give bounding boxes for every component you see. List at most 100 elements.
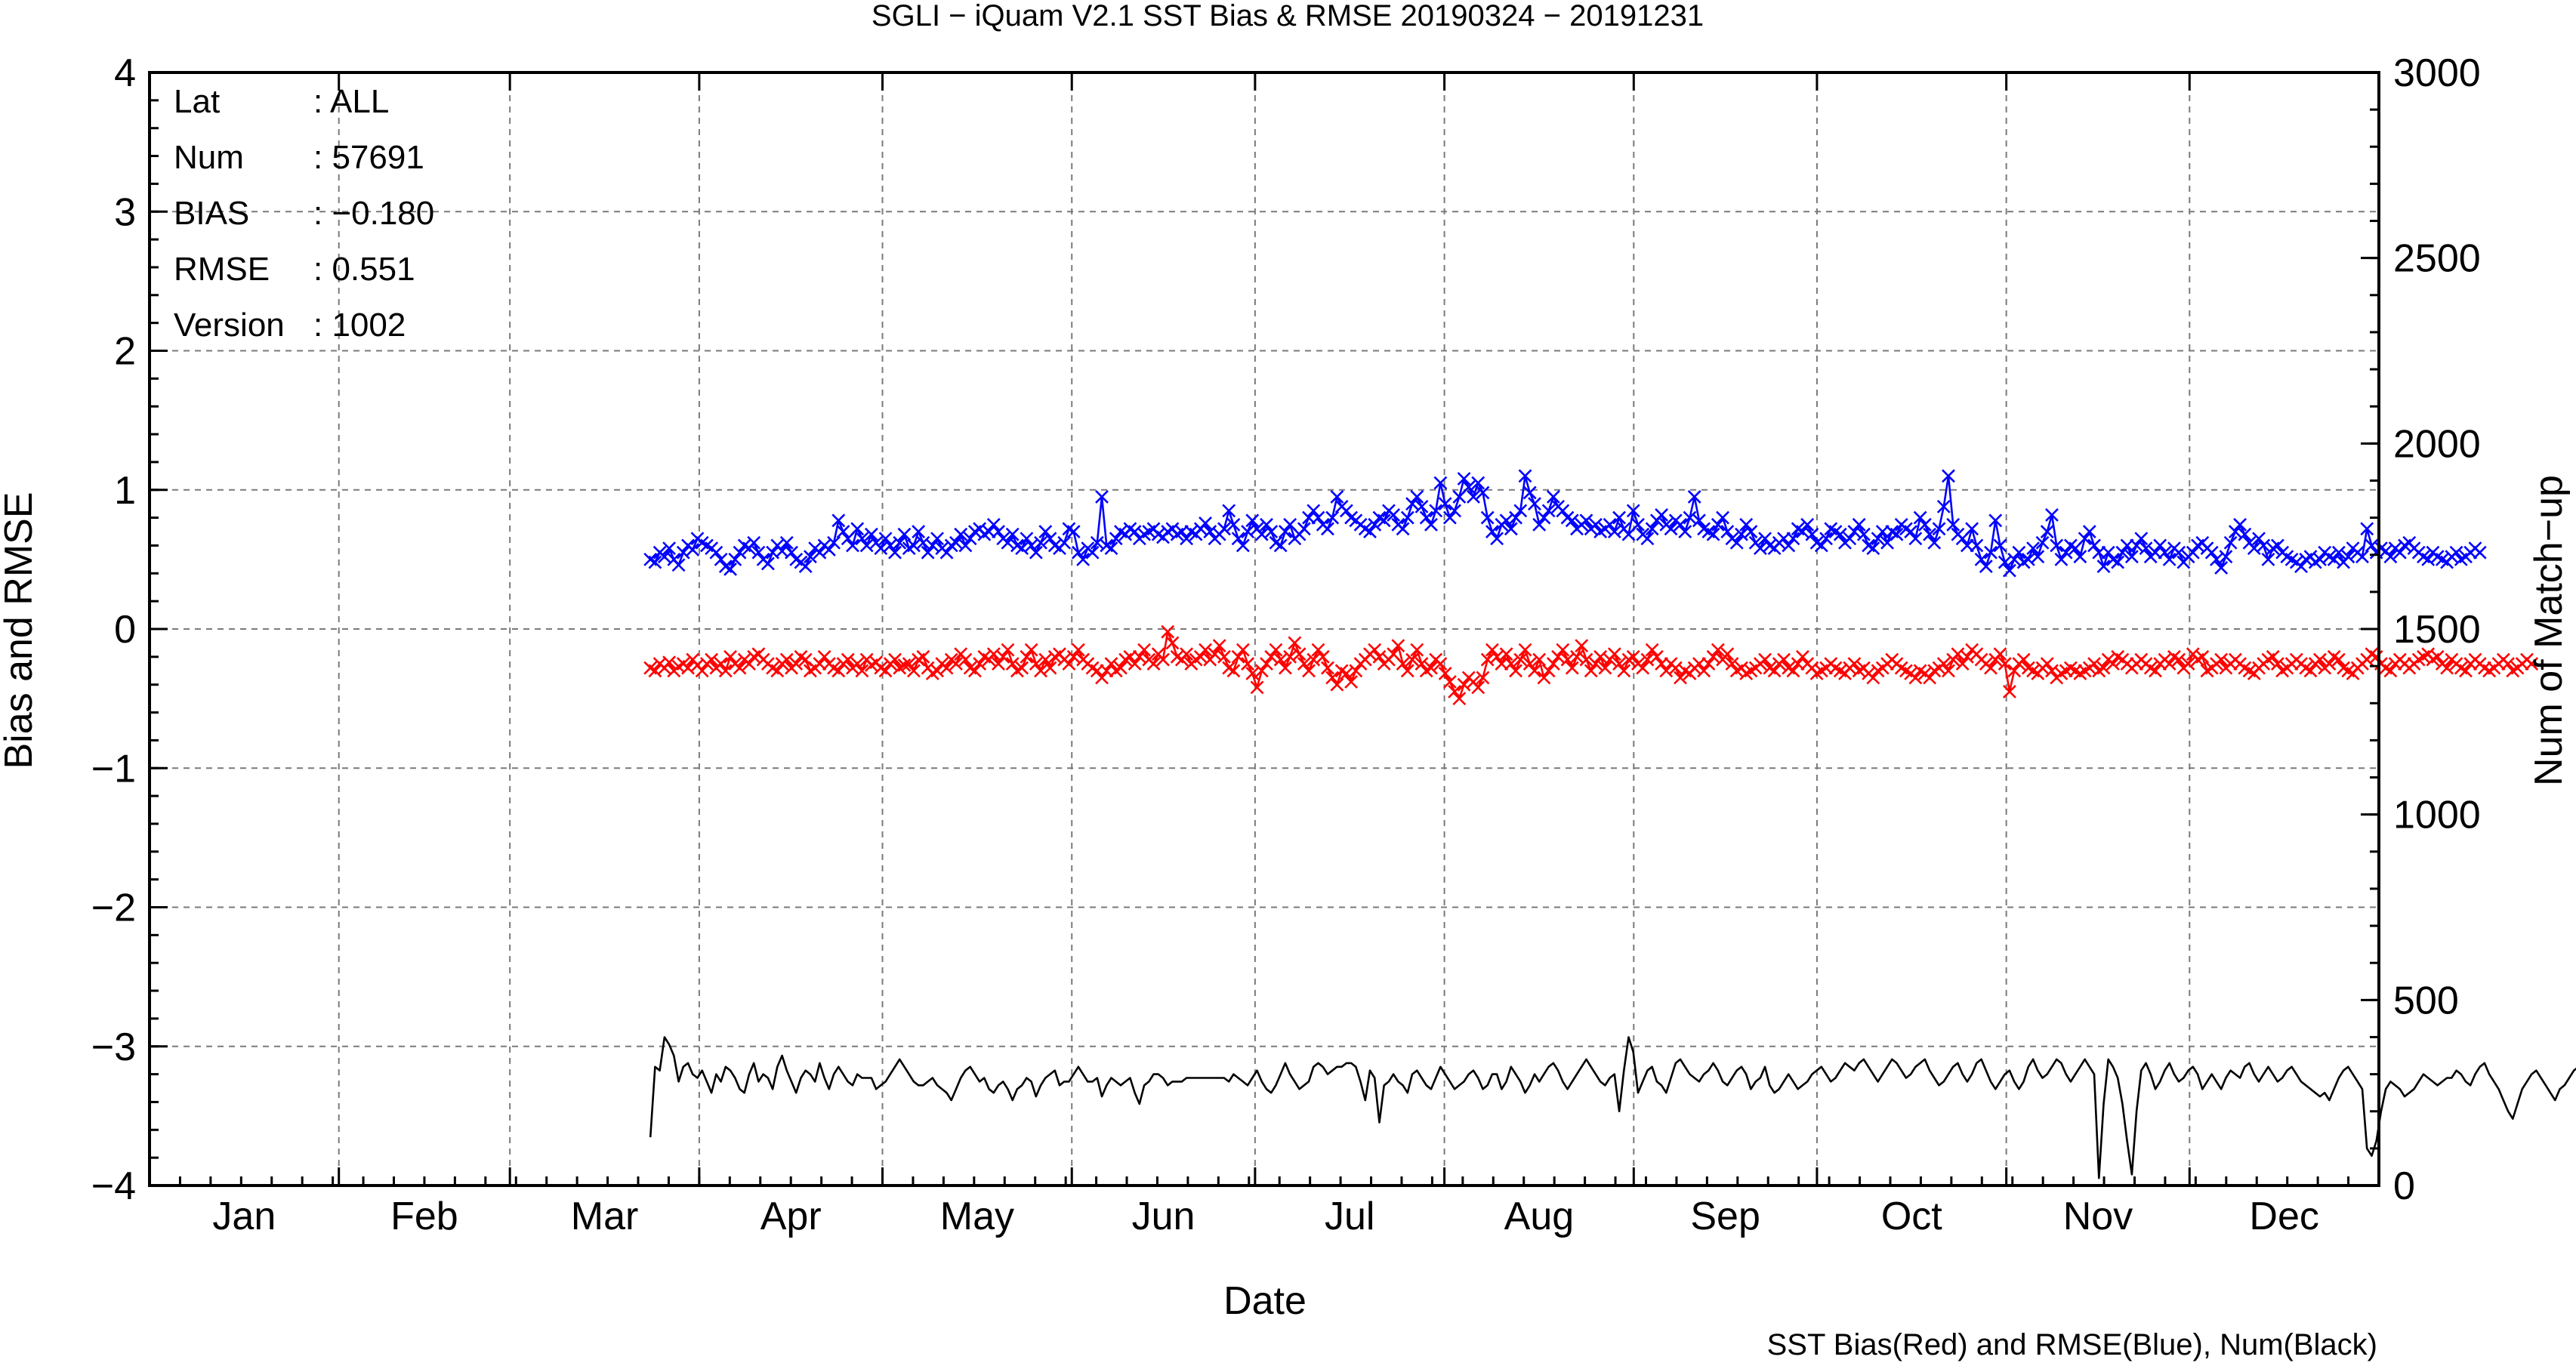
data-point-marker <box>954 527 968 541</box>
data-point-marker <box>728 552 742 566</box>
data-point-marker <box>1321 661 1334 675</box>
data-point-marker <box>1071 545 1085 560</box>
data-point-marker <box>2106 657 2120 671</box>
data-point-marker <box>996 649 1010 664</box>
data-point-marker <box>1739 517 1754 532</box>
data-point-marker <box>747 535 761 550</box>
data-point-marker <box>1226 664 1241 678</box>
data-point-marker <box>705 652 719 667</box>
data-point-marker <box>1537 510 1551 525</box>
data-point-marker <box>1856 527 1871 541</box>
data-point-marker <box>1687 490 1701 504</box>
chart-title: SGLI − iQuam V2.1 SST Bias & RMSE 201903… <box>872 0 1704 32</box>
data-point-marker <box>1607 647 1621 661</box>
data-point-marker <box>1819 532 1833 546</box>
data-point-marker <box>850 657 865 671</box>
data-point-marker <box>798 560 813 574</box>
data-point-marker <box>1490 649 1504 664</box>
data-point-marker <box>1442 510 1457 525</box>
data-point-marker <box>817 649 831 664</box>
data-point-marker <box>671 558 686 572</box>
data-point-marker <box>2525 657 2539 671</box>
data-point-marker <box>1674 671 1687 685</box>
y2-tick-label: 2000 <box>2393 422 2481 466</box>
data-point-marker <box>1424 661 1438 675</box>
data-point-marker <box>2111 555 2125 569</box>
data-point-marker <box>1212 639 1226 653</box>
data-point-marker <box>907 538 921 553</box>
data-point-marker <box>1457 677 1471 692</box>
data-point-marker <box>893 535 907 550</box>
data-point-marker <box>1579 513 1593 528</box>
data-point-marker <box>1480 652 1495 667</box>
data-point-marker <box>1325 510 1340 525</box>
data-point-marker <box>1782 538 1796 553</box>
data-point-marker <box>2270 657 2284 671</box>
data-point-marker <box>2021 552 2035 566</box>
x-tick-label: May <box>940 1195 1014 1238</box>
data-point-marker <box>1429 504 1443 518</box>
data-point-marker <box>2214 561 2229 575</box>
data-point-marker <box>1814 538 1828 553</box>
stat-key: Lat <box>174 83 220 120</box>
data-point-marker <box>1264 649 1279 664</box>
data-point-marker <box>841 652 855 667</box>
data-point-marker <box>2449 545 2463 560</box>
data-point-marker <box>1993 538 2007 553</box>
data-point-marker <box>1400 664 1414 678</box>
data-point-marker <box>1537 671 1551 685</box>
data-point-marker <box>864 527 878 541</box>
data-point-marker <box>1974 552 1988 566</box>
data-point-marker <box>1716 510 1729 525</box>
data-point-marker <box>2162 657 2176 671</box>
data-point-marker <box>916 535 930 550</box>
data-point-marker <box>878 532 893 546</box>
data-point-marker <box>1753 541 1767 556</box>
data-point-marker <box>855 532 869 546</box>
data-point-marker <box>751 545 766 560</box>
data-point-marker <box>1692 513 1706 528</box>
data-point-marker <box>2204 545 2219 560</box>
data-point-marker <box>1532 652 1547 667</box>
data-point-marker <box>949 657 963 671</box>
data-point-marker <box>2210 552 2223 566</box>
data-point-marker <box>1932 522 1946 536</box>
data-point-marker <box>1236 538 1250 553</box>
data-point-marker <box>930 664 944 678</box>
stat-key: Num <box>174 139 244 176</box>
data-point-marker <box>2153 538 2167 553</box>
data-point-marker <box>770 664 785 678</box>
data-point-marker <box>2331 545 2346 560</box>
data-point-marker <box>1311 643 1325 657</box>
data-point-marker <box>1640 652 1655 667</box>
data-point-marker <box>1476 671 1490 685</box>
data-point-marker <box>1800 517 1815 532</box>
data-point-marker <box>1146 657 1161 671</box>
y2-axis-label: Num of Match−up <box>2527 475 2571 786</box>
data-point-marker <box>1222 504 1236 518</box>
data-point-marker <box>709 545 723 560</box>
data-point-marker <box>1636 661 1650 675</box>
data-point-marker <box>1847 525 1862 538</box>
data-point-marker <box>1414 499 1429 513</box>
data-point-marker <box>2440 661 2454 675</box>
data-point-marker <box>921 545 935 560</box>
data-point-marker <box>1485 525 1499 538</box>
data-point-marker <box>1076 552 1091 566</box>
data-point-marker <box>1034 664 1047 678</box>
data-point-marker <box>1368 517 1382 532</box>
data-point-marker <box>1584 664 1598 678</box>
data-point-marker <box>2430 649 2445 664</box>
data-point-marker <box>1180 532 1194 546</box>
data-point-marker <box>2012 545 2026 560</box>
data-point-marker <box>1522 657 1537 671</box>
data-point-marker <box>1499 513 1513 528</box>
data-point-marker <box>760 557 775 571</box>
data-point-marker <box>1424 517 1438 532</box>
data-point-marker <box>1132 649 1146 664</box>
data-point-marker <box>1612 657 1626 671</box>
x-tick-label: Jun <box>1132 1195 1195 1238</box>
data-point-marker <box>648 664 662 678</box>
data-point-marker <box>718 664 733 678</box>
data-point-marker <box>1998 657 2012 671</box>
